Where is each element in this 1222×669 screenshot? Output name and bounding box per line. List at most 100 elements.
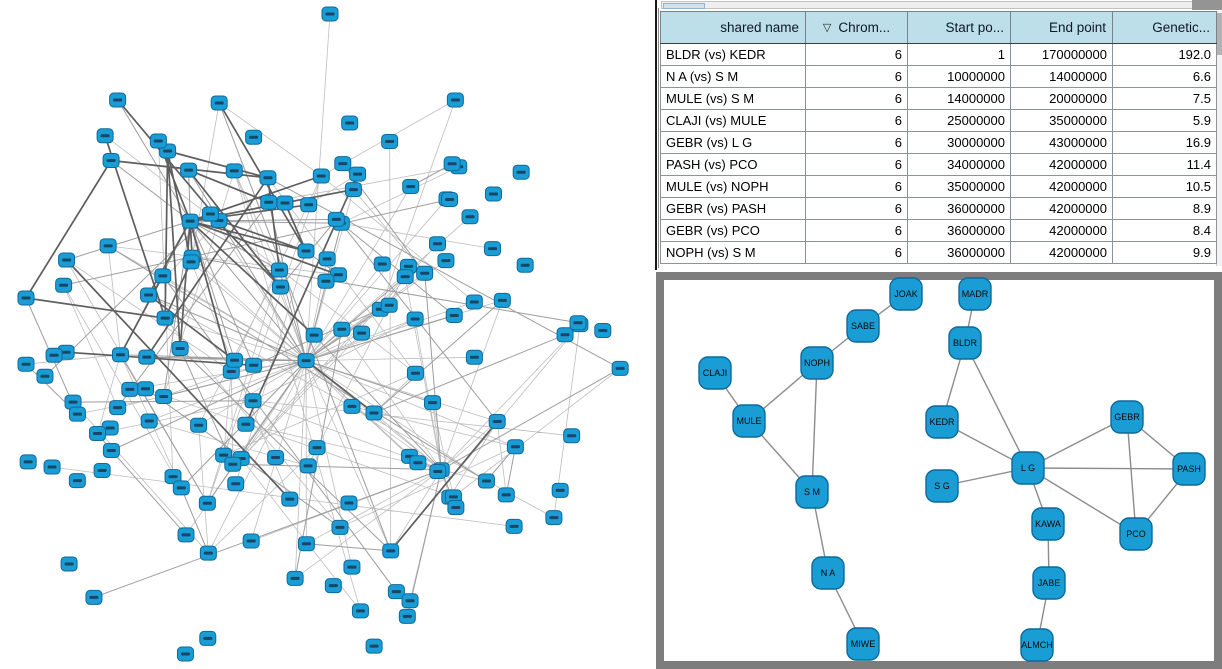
- network-node-s-m[interactable]: S M: [795, 475, 829, 509]
- hairball-node[interactable]: [563, 428, 581, 444]
- hairball-node[interactable]: [36, 368, 54, 384]
- table-row[interactable]: GEBR (vs) L G 6 30000000 43000000 16.9: [660, 131, 1217, 154]
- cell-chromosome[interactable]: 6: [805, 65, 908, 88]
- hairball-node[interactable]: [140, 413, 158, 429]
- network-node-s-g[interactable]: S G: [925, 469, 959, 503]
- hairball-node[interactable]: [402, 179, 420, 195]
- hairball-node[interactable]: [297, 243, 315, 259]
- hairball-node[interactable]: [594, 323, 612, 339]
- cell-chromosome[interactable]: 6: [805, 109, 908, 132]
- hairball-node[interactable]: [226, 352, 244, 368]
- network-node-mule[interactable]: MULE: [732, 404, 766, 438]
- hairball-node[interactable]: [267, 449, 285, 465]
- hairball-node[interactable]: [353, 325, 371, 341]
- hairball-node[interactable]: [516, 257, 534, 273]
- hairball-node[interactable]: [349, 166, 367, 182]
- hairball-node[interactable]: [398, 608, 416, 624]
- hairball-node[interactable]: [365, 638, 383, 654]
- hairball-node[interactable]: [155, 389, 173, 405]
- hairball-node[interactable]: [281, 491, 299, 507]
- overlap-network-view[interactable]: JOAK MADR SABE NOPH BLDR CLAJI MULE KEDR GEBR L G…: [656, 272, 1222, 669]
- hairball-node[interactable]: [611, 360, 629, 376]
- table-row[interactable]: CLAJI (vs) MULE 6 25000000 35000000 5.9: [660, 109, 1217, 132]
- network-node-kawa[interactable]: KAWA: [1031, 507, 1065, 541]
- cell-end-point[interactable]: 42000000: [1010, 241, 1113, 264]
- network-node-noph[interactable]: NOPH: [800, 346, 834, 380]
- cell-genetic-distance[interactable]: 7.5: [1112, 87, 1217, 110]
- hairball-node[interactable]: [312, 168, 330, 184]
- table-row[interactable]: GEBR (vs) PASH 6 36000000 42000000 8.9: [660, 197, 1217, 220]
- cell-start-position[interactable]: 34000000: [907, 153, 1011, 176]
- cell-genetic-distance[interactable]: 6.6: [1112, 65, 1217, 88]
- hairball-node[interactable]: [387, 584, 405, 600]
- hairball-node[interactable]: [245, 129, 263, 145]
- cell-end-point[interactable]: 42000000: [1010, 197, 1113, 220]
- cell-shared-name[interactable]: BLDR (vs) KEDR: [660, 43, 806, 66]
- cell-start-position[interactable]: 1: [907, 43, 1011, 66]
- table-row[interactable]: PASH (vs) PCO 6 34000000 42000000 11.4: [660, 153, 1217, 176]
- cell-start-position[interactable]: 10000000: [907, 65, 1011, 88]
- hairball-node[interactable]: [182, 254, 200, 270]
- hairball-node[interactable]: [93, 463, 111, 479]
- hairball-node[interactable]: [85, 589, 103, 605]
- cell-end-point[interactable]: 42000000: [1010, 175, 1113, 198]
- cell-genetic-distance[interactable]: 5.9: [1112, 109, 1217, 132]
- table-h-scrollbar[interactable]: [661, 1, 1193, 9]
- hairball-node[interactable]: [111, 347, 129, 363]
- hairball-node[interactable]: [210, 95, 228, 111]
- hairball-node[interactable]: [138, 349, 156, 365]
- network-node-bldr[interactable]: BLDR: [948, 326, 982, 360]
- cell-genetic-distance[interactable]: 8.9: [1112, 197, 1217, 220]
- hairball-node[interactable]: [55, 277, 73, 293]
- hairball-node[interactable]: [446, 92, 464, 108]
- cell-chromosome[interactable]: 6: [805, 87, 908, 110]
- hairball-node[interactable]: [109, 92, 127, 108]
- hairball-node[interactable]: [171, 340, 189, 356]
- hairball-node[interactable]: [321, 6, 339, 22]
- hairball-node[interactable]: [172, 480, 190, 496]
- main-network-view[interactable]: [0, 0, 656, 669]
- hairball-node[interactable]: [461, 209, 479, 225]
- hairball-node[interactable]: [140, 287, 158, 303]
- hairball-node[interactable]: [19, 454, 37, 470]
- hairball-node[interactable]: [493, 292, 511, 308]
- cell-chromosome[interactable]: 6: [805, 175, 908, 198]
- hairball-node[interactable]: [300, 197, 318, 213]
- cell-chromosome[interactable]: 6: [805, 43, 908, 66]
- cell-end-point[interactable]: 42000000: [1010, 153, 1113, 176]
- hairball-node[interactable]: [428, 236, 446, 252]
- hairball-node[interactable]: [484, 241, 502, 257]
- hairball-node[interactable]: [137, 381, 155, 397]
- cell-end-point[interactable]: 43000000: [1010, 131, 1113, 154]
- cell-chromosome[interactable]: 6: [805, 241, 908, 264]
- hairball-node[interactable]: [396, 269, 414, 285]
- hairball-node[interactable]: [318, 251, 336, 267]
- hairball-node[interactable]: [512, 164, 530, 180]
- hairball-node[interactable]: [331, 519, 349, 535]
- cell-genetic-distance[interactable]: 10.5: [1112, 175, 1217, 198]
- hairball-node[interactable]: [424, 395, 442, 411]
- hairball-node[interactable]: [259, 170, 277, 186]
- network-node-sabe[interactable]: SABE: [846, 309, 880, 343]
- hairball-node[interactable]: [225, 163, 243, 179]
- hairball-node[interactable]: [96, 128, 114, 144]
- network-node-gebr[interactable]: GEBR: [1110, 400, 1144, 434]
- hairball-node[interactable]: [305, 327, 323, 343]
- hairball-node[interactable]: [373, 256, 391, 272]
- network-node-kedr[interactable]: KEDR: [925, 405, 959, 439]
- hairball-node[interactable]: [64, 394, 82, 410]
- filter-icon[interactable]: ▽: [822, 22, 832, 34]
- table-row[interactable]: MULE (vs) S M 6 14000000 20000000 7.5: [660, 87, 1217, 110]
- cell-chromosome[interactable]: 6: [805, 131, 908, 154]
- cell-genetic-distance[interactable]: 192.0: [1112, 43, 1217, 66]
- hairball-node[interactable]: [237, 416, 255, 432]
- cell-shared-name[interactable]: MULE (vs) NOPH: [660, 175, 806, 198]
- network-edge[interactable]: [1027, 467, 1190, 470]
- hairball-node[interactable]: [201, 206, 219, 222]
- hairball-node[interactable]: [121, 381, 139, 397]
- hairball-node[interactable]: [465, 349, 483, 365]
- hairball-node[interactable]: [89, 426, 107, 442]
- hairball-node[interactable]: [477, 473, 495, 489]
- network-node-almch[interactable]: ALMCH: [1020, 628, 1054, 662]
- hairball-node[interactable]: [351, 603, 369, 619]
